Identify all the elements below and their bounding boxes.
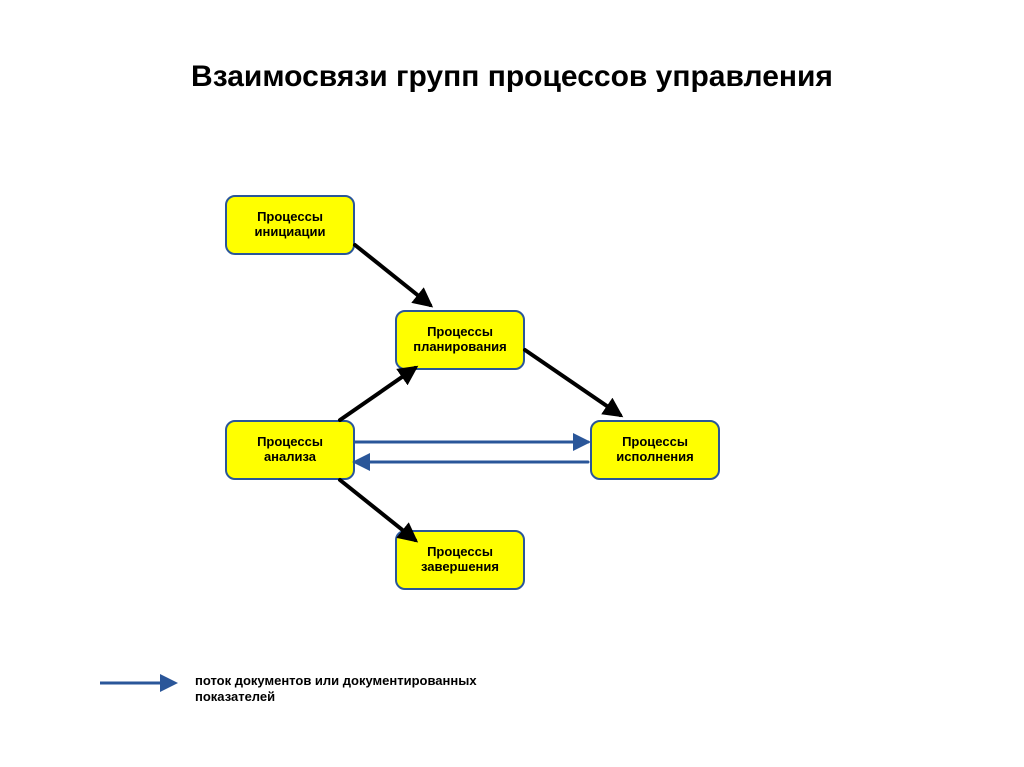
node-execution-label: Процессы исполнения <box>598 435 712 465</box>
node-analysis: Процессы анализа <box>225 420 355 480</box>
node-closing-label: Процессы завершения <box>403 545 517 575</box>
node-initiation-label: Процессы инициации <box>233 210 347 240</box>
node-planning: Процессы планирования <box>395 310 525 370</box>
edge-planning-to-execution <box>525 350 620 415</box>
node-closing: Процессы завершения <box>395 530 525 590</box>
node-initiation: Процессы инициации <box>225 195 355 255</box>
node-analysis-label: Процессы анализа <box>233 435 347 465</box>
arrows-layer <box>0 0 1024 767</box>
node-planning-label: Процессы планирования <box>403 325 517 355</box>
legend-text: поток документов или документированных п… <box>195 673 555 704</box>
edge-initiation-to-planning <box>355 245 430 305</box>
node-execution: Процессы исполнения <box>590 420 720 480</box>
edge-analysis-to-planning <box>340 368 415 420</box>
page-title: Взаимосвязи групп процессов управления <box>0 60 1024 94</box>
